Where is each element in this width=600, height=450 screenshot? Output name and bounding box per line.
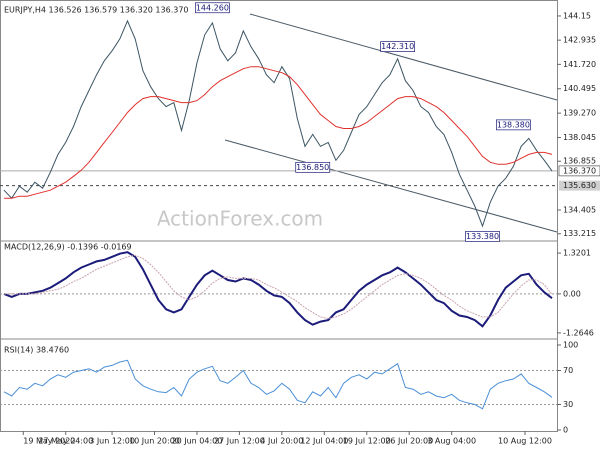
y-tick-label: 100 xyxy=(563,341,578,350)
annotation-box xyxy=(496,119,531,131)
y-tick-label: 133.215 xyxy=(563,229,596,238)
x-tick-label: 19 Jul 12:00 xyxy=(343,437,391,446)
y-tick-label: 1.3201 xyxy=(563,249,591,258)
y-tick-label: 136.855 xyxy=(563,157,596,166)
x-tick-label: 27 May 04:00 xyxy=(38,437,93,446)
price-label: 136.370 xyxy=(563,166,596,175)
x-tick-label: 19 May 2022 xyxy=(23,437,75,446)
y-tick-label: 144.15 xyxy=(563,11,591,20)
x-tick-label: 3 Aug 04:00 xyxy=(427,437,476,446)
annotation: 144.260 xyxy=(196,3,229,12)
panel-title: EURJPY,H4 136.526 136.579 136.320 136.37… xyxy=(4,6,189,15)
level-label: 135.630 xyxy=(563,181,596,190)
y-tick-label: 0.00 xyxy=(563,289,581,298)
price-box xyxy=(558,165,600,177)
series-line xyxy=(4,66,553,199)
y-tick-label: 142.935 xyxy=(563,36,596,45)
annotation-box xyxy=(195,2,230,14)
series-line xyxy=(4,254,553,320)
annotation-box xyxy=(465,231,500,242)
x-tick-label: 20 Jun 04:00 xyxy=(172,437,223,446)
y-tick-label: 0 xyxy=(563,426,568,435)
y-tick-label: -1.2646 xyxy=(563,328,594,337)
y-tick-label: 138.045 xyxy=(563,133,596,142)
annotation: 138.380 xyxy=(497,120,530,129)
x-tick-label: 12 Jul 04:00 xyxy=(300,437,348,446)
y-tick-label: 30 xyxy=(563,400,573,409)
y-tick-label: 140.495 xyxy=(563,84,596,93)
x-tick-label: 10 Aug 12:00 xyxy=(498,437,552,446)
series-line xyxy=(3,251,553,328)
annotation: 133.380 xyxy=(466,232,499,241)
panel-title: MACD(12,26,9) -0.1396 -0.0169 xyxy=(4,243,132,252)
panel-title: RSI(14) 38.4760 xyxy=(4,346,69,355)
y-tick-label: 139.270 xyxy=(563,109,596,118)
level-box xyxy=(559,180,600,191)
x-tick-label: 26 Jul 20:00 xyxy=(385,437,433,446)
x-tick-label: 27 Jun 12:00 xyxy=(214,437,265,446)
x-tick-label: 3 Jun 12:00 xyxy=(89,437,135,446)
annotation: 136.850 xyxy=(296,163,329,172)
annotation-box xyxy=(295,161,331,173)
x-tick-label: 4 Jul 20:00 xyxy=(260,437,303,446)
series-line xyxy=(3,359,553,410)
y-tick-label: 141.720 xyxy=(563,60,596,69)
annotation: 142.310 xyxy=(381,42,414,51)
y-tick-label: 70 xyxy=(563,366,573,375)
watermark: ActionForex.com xyxy=(157,207,323,231)
series-line xyxy=(3,19,553,228)
x-tick-label: 10 Jun 20:00 xyxy=(129,437,180,446)
annotation-box xyxy=(380,41,415,52)
channel-line xyxy=(249,13,558,101)
y-tick-label: 134.405 xyxy=(563,206,596,215)
